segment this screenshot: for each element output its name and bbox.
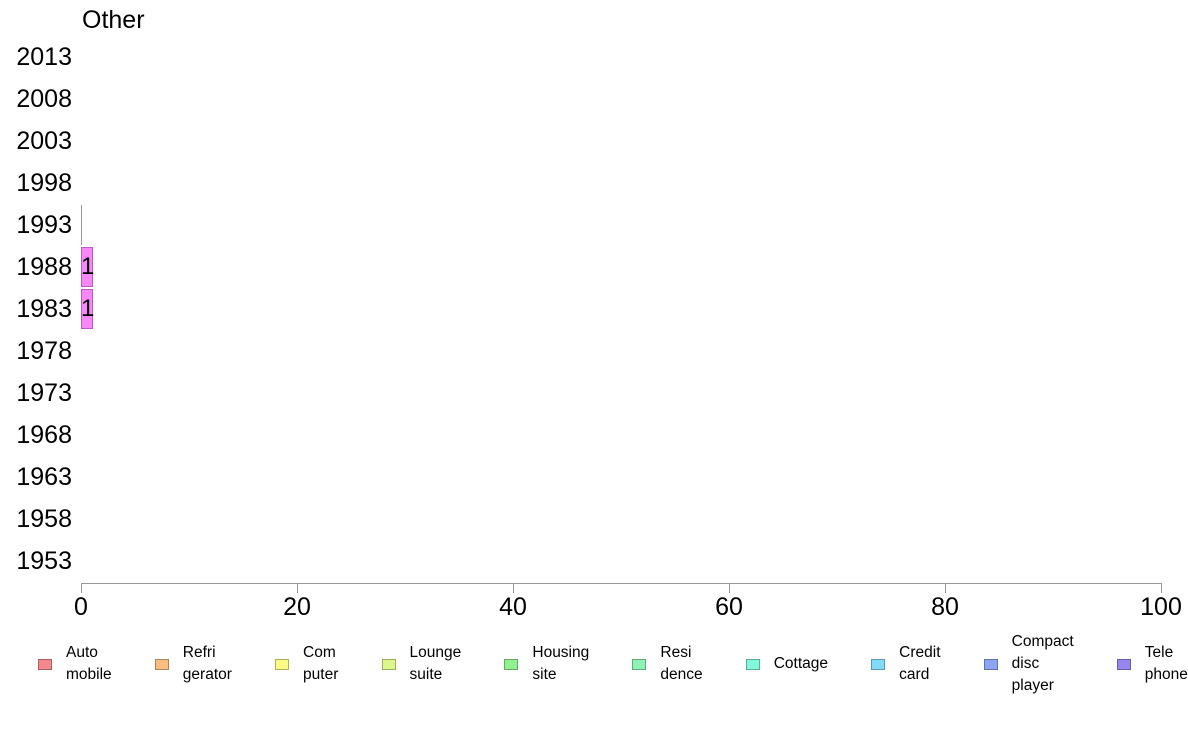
bar xyxy=(81,289,93,329)
x-axis-tick-label: 80 xyxy=(931,593,959,621)
y-axis-label: 1968 xyxy=(16,421,72,449)
y-axis-label: 2013 xyxy=(16,43,72,71)
legend-item: Resi dence xyxy=(632,642,703,686)
y-axis-label: 1973 xyxy=(16,379,72,407)
y-axis-label: 2008 xyxy=(16,85,72,113)
y-axis-label: 1958 xyxy=(16,505,72,533)
legend-label: Com puter xyxy=(303,644,339,683)
legend-swatch-icon xyxy=(504,658,519,670)
y-axis-label: 1978 xyxy=(16,337,72,365)
legend-label: Housing site xyxy=(532,644,590,683)
legend-label: Lounge suite xyxy=(409,644,462,683)
y-axis-label: 2003 xyxy=(16,127,72,155)
bar xyxy=(81,247,93,287)
legend-item: Com puter xyxy=(275,642,338,686)
legend-label: Compact disc player xyxy=(1011,633,1074,694)
legend-label: Cottage xyxy=(773,655,829,672)
y-axis-label: 1983 xyxy=(16,295,72,323)
chart-title: Other xyxy=(82,6,145,34)
legend: Auto mobile Refri gerator Com puter Lounge … xyxy=(38,629,1188,699)
legend-item: Tele phone xyxy=(1116,642,1188,686)
bar-value-label: 1 xyxy=(81,253,95,280)
bar-value-label: 1 xyxy=(81,295,95,322)
legend-item: Credit card xyxy=(871,642,941,686)
legend-swatch-icon xyxy=(381,658,396,670)
legend-swatch-icon xyxy=(154,658,169,670)
legend-label: Resi dence xyxy=(660,644,703,683)
y-axis-label: 1953 xyxy=(16,547,72,575)
x-axis-tick xyxy=(81,583,82,593)
y-axis-label: 1988 xyxy=(16,253,72,281)
legend-swatch-icon xyxy=(275,658,290,670)
legend-item: Housing site xyxy=(504,642,589,686)
x-axis-tick xyxy=(297,583,298,593)
legend-item: Cottage xyxy=(745,653,829,675)
x-axis-line xyxy=(81,583,1161,584)
legend-swatch-icon xyxy=(632,658,647,670)
y-axis-label: 1998 xyxy=(16,169,72,197)
legend-item: Refri gerator xyxy=(154,642,232,686)
x-axis-tick-label: 0 xyxy=(74,593,88,621)
x-axis-tick-label: 60 xyxy=(715,593,743,621)
x-axis-tick xyxy=(945,583,946,593)
legend-item: Lounge suite xyxy=(381,642,462,686)
legend-label: Tele phone xyxy=(1144,644,1188,683)
x-axis-tick xyxy=(729,583,730,593)
legend-label: Refri gerator xyxy=(182,644,232,683)
x-axis-tick-label: 40 xyxy=(499,593,527,621)
legend-item: Auto mobile xyxy=(38,642,112,686)
y-axis-label: 1963 xyxy=(16,463,72,491)
legend-label: Auto mobile xyxy=(66,644,112,683)
x-axis-tick xyxy=(513,583,514,593)
legend-swatch-icon xyxy=(38,658,52,670)
x-axis-tick-label: 100 xyxy=(1140,593,1182,621)
legend-swatch-icon xyxy=(983,658,998,670)
zero-value-bar xyxy=(81,205,82,245)
legend-swatch-icon xyxy=(871,658,886,670)
y-axis-label: 1993 xyxy=(16,211,72,239)
legend-label: Credit card xyxy=(899,644,941,683)
legend-swatch-icon xyxy=(745,658,760,670)
legend-item: Compact disc player xyxy=(983,631,1074,697)
legend-swatch-icon xyxy=(1116,658,1131,670)
x-axis-tick xyxy=(1161,583,1162,593)
x-axis-tick-label: 20 xyxy=(283,593,311,621)
